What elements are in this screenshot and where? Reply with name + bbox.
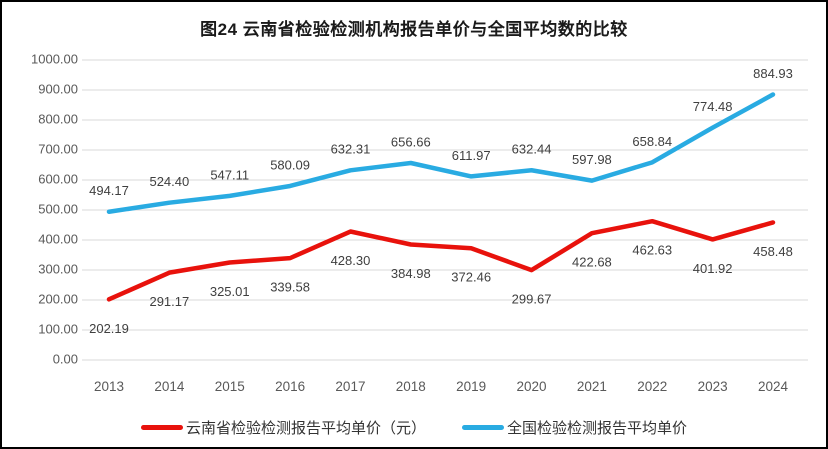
chart-title: 图24 云南省检验检测机构报告单价与全国平均数的比较: [200, 20, 628, 39]
legend-label-national: 全国检验检测报告平均单价: [507, 420, 688, 437]
series-line-0: [106, 218, 776, 302]
data-label-series-0: 299.67: [512, 292, 552, 307]
data-label-series-0: 422.68: [572, 255, 612, 270]
y-axis-tick-label: 500.00: [38, 201, 78, 216]
data-label-series-0: 458.48: [753, 244, 793, 259]
chart-legend: 云南省检验检测报告平均单价（元） 全国检验检测报告平均单价: [2, 417, 826, 438]
x-axis-tick-label: 2014: [154, 379, 185, 394]
data-label-series-1: 597.98: [572, 152, 612, 167]
y-axis-tick-label: 700.00: [38, 141, 78, 156]
series-line-1: [106, 92, 776, 214]
data-label-series-0: 401.92: [693, 261, 733, 276]
x-axis-tick-label: 2015: [215, 379, 245, 394]
data-label-series-0: 291.17: [149, 294, 189, 309]
data-label-series-0: 462.63: [632, 243, 672, 258]
data-label-series-0: 372.46: [451, 270, 491, 285]
x-axis-tick-label: 2019: [456, 379, 486, 394]
x-axis-tick-label: 2022: [637, 379, 667, 394]
y-axis-tick-label: 0.00: [53, 351, 78, 366]
legend-item-national: 全国检验检测报告平均单价: [462, 417, 687, 438]
x-axis-tick-label: 2018: [396, 379, 426, 394]
data-label-series-1: 632.31: [331, 142, 371, 157]
legend-label-yunnan: 云南省检验检测报告平均单价（元）: [185, 420, 426, 437]
data-label-series-1: 494.17: [89, 183, 129, 198]
data-label-series-0: 325.01: [210, 284, 250, 299]
legend-item-yunnan: 云南省检验检测报告平均单价（元）: [140, 417, 426, 438]
data-label-series-1: 524.40: [149, 174, 189, 189]
y-axis-tick-label: 200.00: [38, 291, 78, 306]
x-axis-tick-label: 2021: [577, 379, 607, 394]
y-axis-tick-label: 300.00: [38, 261, 78, 276]
x-axis-tick-label: 2017: [335, 379, 365, 394]
data-label-series-0: 339.58: [270, 280, 310, 295]
x-axis-tick-label: 2020: [517, 379, 547, 394]
data-label-series-1: 774.48: [693, 99, 733, 114]
data-label-series-1: 884.93: [753, 66, 793, 81]
data-label-series-1: 658.84: [632, 134, 672, 149]
data-label-series-0: 384.98: [391, 266, 431, 281]
y-axis-tick-label: 900.00: [38, 81, 78, 96]
y-axis-tick-label: 1000.00: [31, 51, 78, 66]
x-axis-tick-label: 2013: [94, 379, 124, 394]
line-chart-plot: 0.00 100.00 200.00 300.00 400.00 500.00 600.00…: [31, 51, 808, 394]
x-axis-tick-label: 2023: [698, 379, 728, 394]
data-label-series-1: 656.66: [391, 134, 431, 149]
data-label-series-1: 611.97: [452, 148, 491, 163]
y-axis-tick-label: 600.00: [38, 171, 78, 186]
data-label-series-1: 547.11: [210, 167, 249, 182]
data-label-series-0: 428.30: [331, 253, 371, 268]
x-axis-tick-label: 2024: [758, 379, 789, 394]
data-label-series-0: 202.19: [89, 321, 129, 336]
y-axis-tick-label: 100.00: [38, 321, 78, 336]
legend-swatch-blue-line: [462, 425, 504, 430]
y-axis-tick-label: 800.00: [38, 111, 78, 126]
data-label-series-1: 632.44: [512, 142, 552, 157]
x-axis-tick-label: 2016: [275, 379, 305, 394]
y-axis-tick-label: 400.00: [38, 231, 78, 246]
data-label-series-1: 580.09: [270, 157, 310, 172]
legend-swatch-red-line: [140, 425, 183, 430]
